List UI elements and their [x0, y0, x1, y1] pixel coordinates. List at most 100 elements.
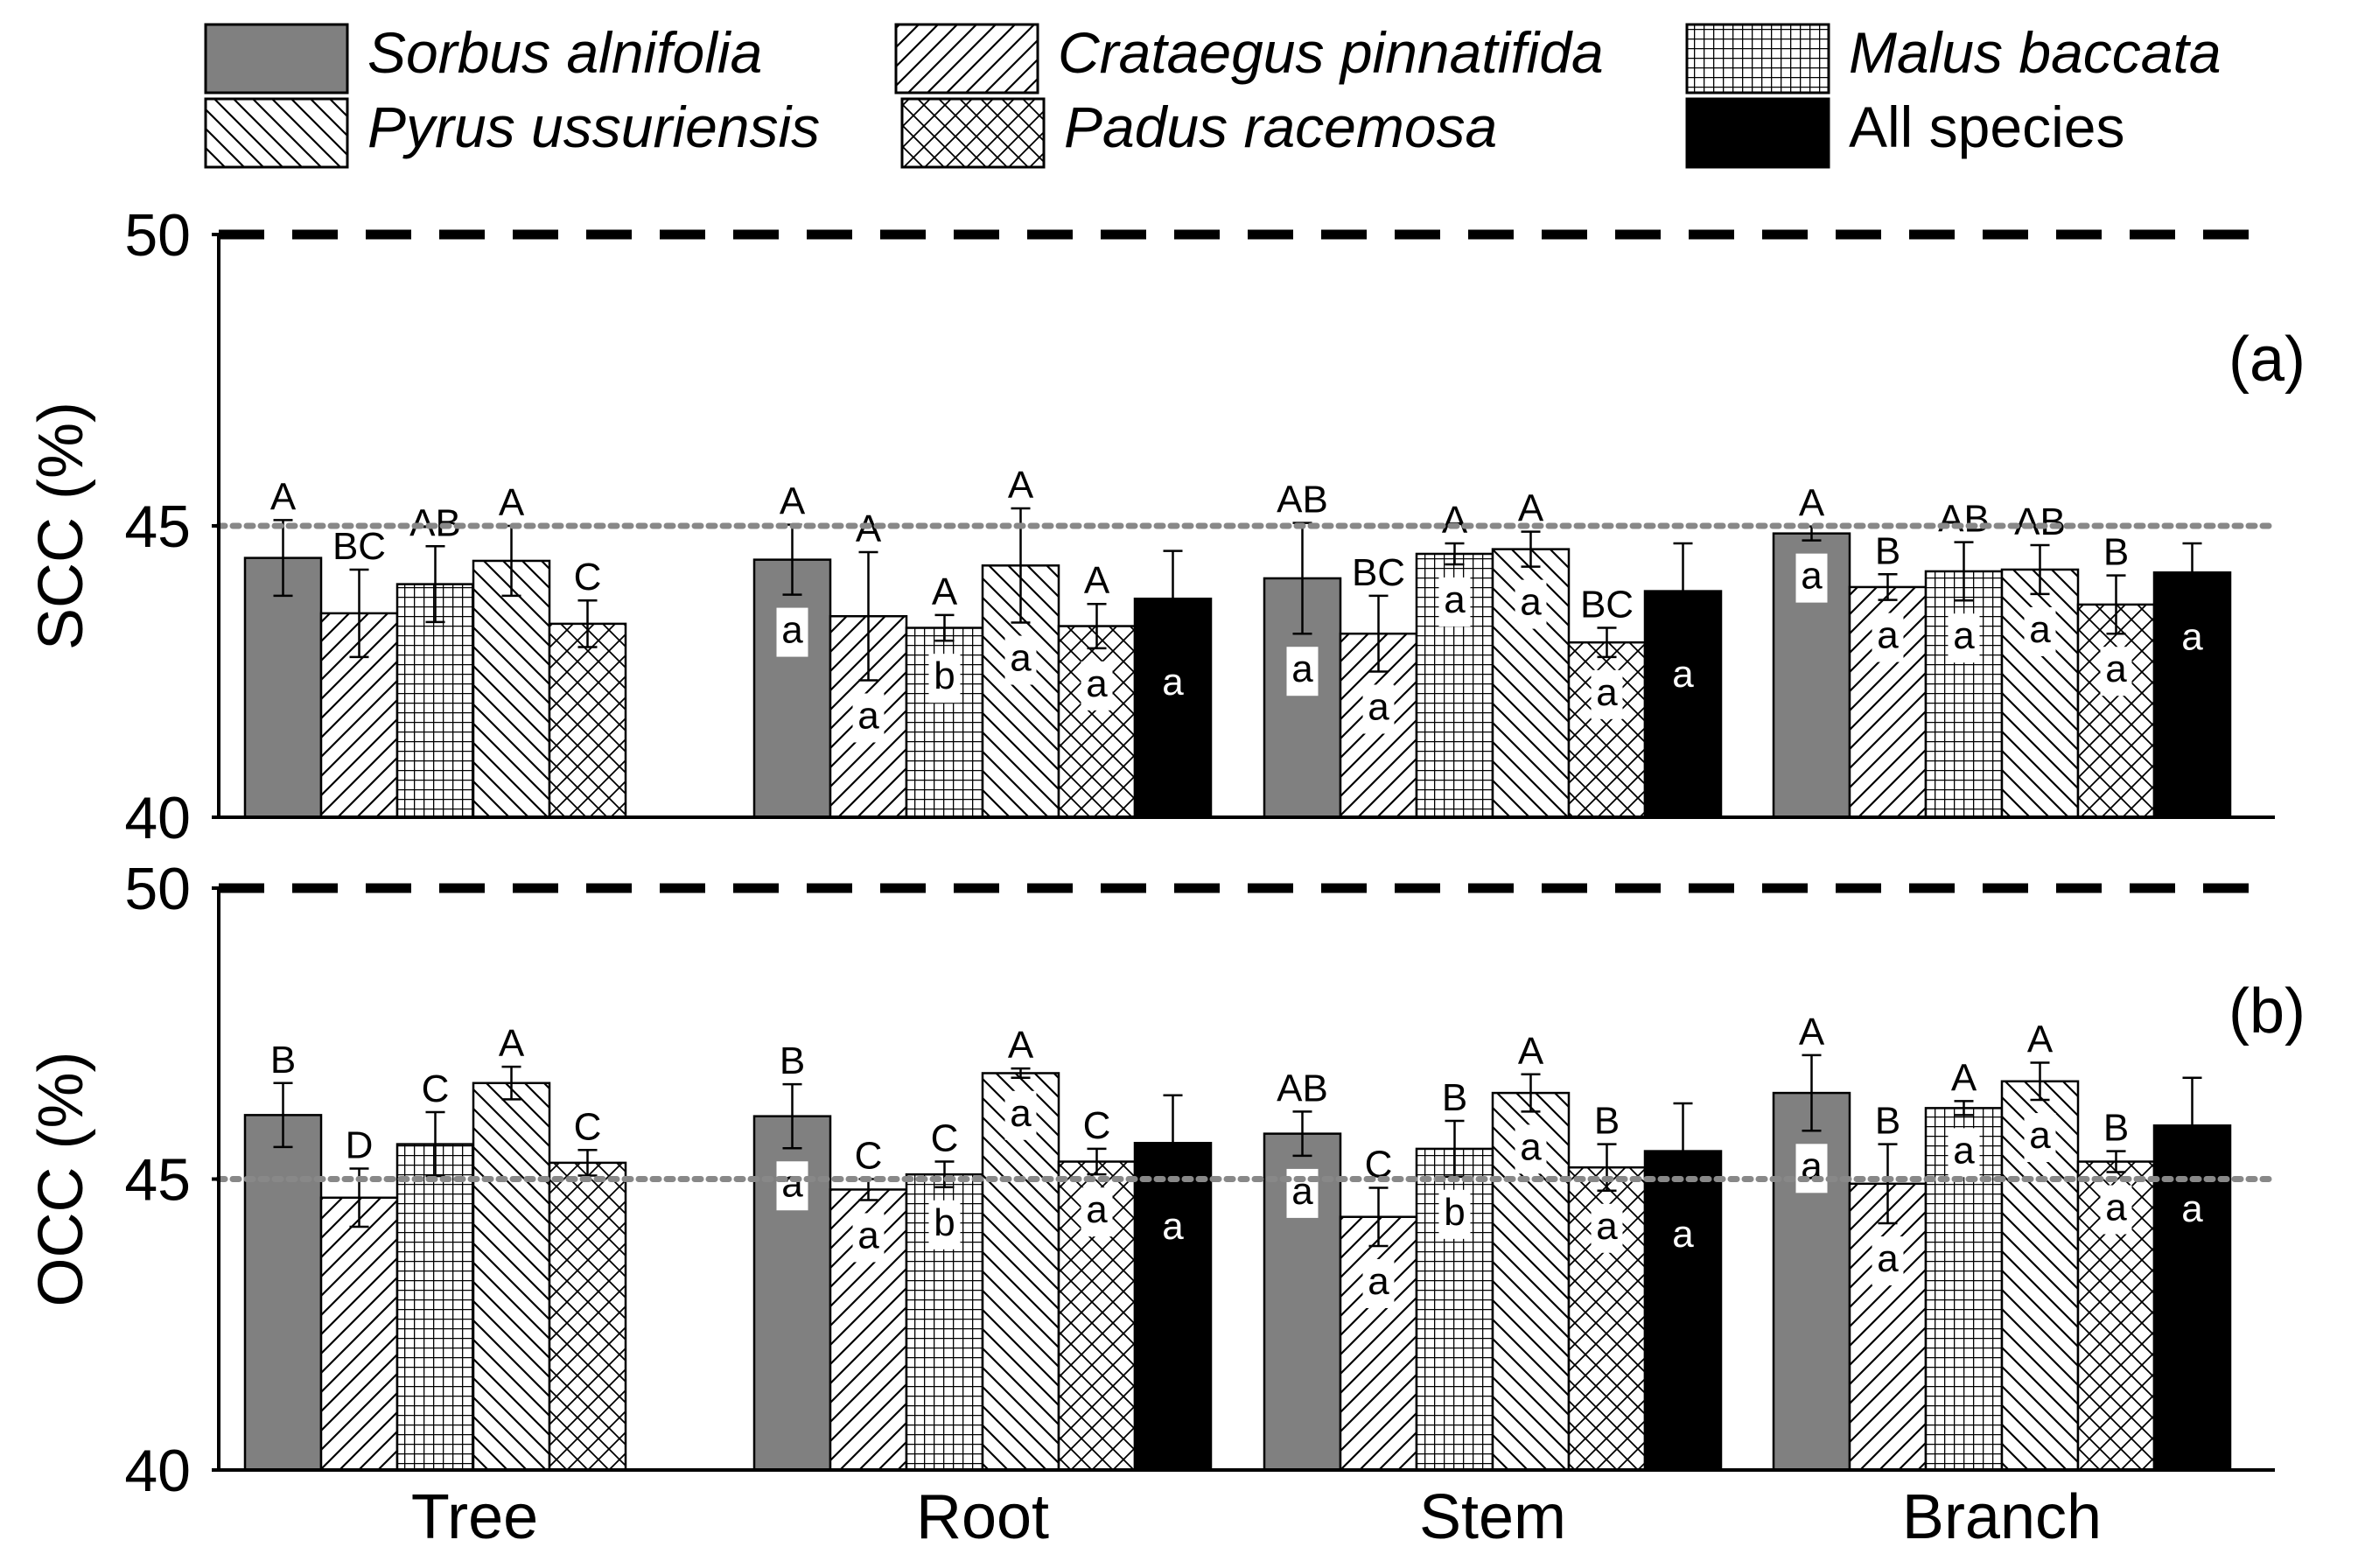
upper-letter: A: [1518, 487, 1544, 530]
inner-letter: a: [1157, 659, 1189, 709]
upper-letter: A: [1008, 464, 1034, 507]
upper-letter: A: [1799, 482, 1825, 525]
inner-letter: a: [2100, 647, 2132, 696]
inner-letter: b: [928, 654, 961, 704]
bar-crataegus-stem: Ca: [1339, 1143, 1418, 1472]
bar-sorbus-root: Aa: [752, 480, 832, 819]
inner-letter-text: a: [2105, 1186, 2127, 1229]
bar-rect: [548, 1161, 627, 1472]
inner-letter-text: a: [1672, 653, 1694, 696]
y-tick-label: 50: [124, 856, 191, 922]
inner-letter-text: a: [781, 609, 803, 652]
upper-letter: BC: [1580, 584, 1634, 626]
bar-pyrus-stem: Aa: [1491, 487, 1571, 819]
inner-letter-text: a: [1291, 648, 1313, 690]
bar-sorbus-root: Ba: [752, 1040, 832, 1472]
bar-rect: [1643, 1150, 1723, 1472]
bar-malus-stem: Aa: [1415, 499, 1494, 819]
bar-malus-branch: AB a: [1924, 498, 2004, 819]
legend-swatch: [1685, 23, 1830, 94]
y-tick-label: 45: [124, 494, 191, 560]
error-bar: [2030, 543, 2050, 596]
error-bar: [425, 545, 445, 624]
legend-item-malus: Malus baccata: [1685, 20, 2222, 94]
inner-letter: a: [1667, 1212, 1699, 1262]
error-bar: [2030, 1061, 2050, 1102]
error-bar: [1445, 542, 1465, 566]
legend-swatch: [204, 97, 349, 169]
inner-letter-text: a: [1162, 1205, 1184, 1248]
legend-label: Pyrus ussuriensis: [367, 94, 820, 159]
bar-all-root: a: [1133, 550, 1213, 819]
inner-letter: a: [2100, 1185, 2132, 1235]
error-bar: [1163, 1094, 1183, 1193]
upper-letter: C: [574, 1105, 602, 1148]
error-bar: [1878, 573, 1898, 601]
error-bar: [1087, 602, 1107, 650]
bar-all-branch: a: [2152, 1076, 2232, 1472]
bar-padus-branch: Ba: [2076, 531, 2156, 819]
legend-item-sorbus: Sorbus alnifolia: [204, 20, 762, 94]
inner-letter: a: [1515, 1124, 1547, 1174]
bar-sorbus-branch: Aa: [1772, 1011, 1851, 1472]
inner-letter: a: [1872, 612, 1904, 662]
inner-letter-text: b: [1444, 1191, 1465, 1234]
bar-malus-tree: AB: [395, 501, 475, 819]
inner-letter-text: a: [1086, 662, 1108, 705]
upper-letter: B: [1442, 1076, 1467, 1119]
error-bar: [1087, 1147, 1107, 1176]
bar-malus-stem: Bb: [1415, 1076, 1494, 1472]
bar-sorbus-tree: B: [243, 1039, 323, 1472]
bar-malus-root: Ab: [905, 570, 984, 819]
bar-padus-root: Ca: [1057, 1104, 1137, 1472]
upper-letter: A: [1442, 499, 1468, 542]
bar-rect: [1133, 1142, 1213, 1472]
inner-letter-text: a: [1877, 614, 1899, 657]
error-bar: [1878, 1143, 1898, 1225]
inner-letter-text: b: [934, 1201, 955, 1244]
error-bar: [273, 1082, 293, 1149]
inner-letter-text: a: [1596, 1205, 1618, 1248]
inner-letter: b: [928, 1200, 961, 1250]
y-tick-label: 45: [124, 1147, 191, 1214]
error-bar: [1292, 1110, 1312, 1158]
upper-letter: A: [1951, 1056, 1977, 1099]
upper-letter: B: [1594, 1100, 1620, 1143]
legend: Sorbus alnifolia Crataegus pinnatifida Mal…: [204, 20, 2222, 169]
error-bar: [1954, 1100, 1974, 1116]
error-bar: [1163, 550, 1183, 648]
inner-letter: b: [1438, 1189, 1471, 1239]
upper-letter: A: [932, 570, 958, 613]
bar-crataegus-stem: BC a: [1339, 551, 1418, 819]
inner-letter-text: a: [2105, 648, 2127, 690]
error-bar: [934, 613, 955, 642]
bar-pyrus-branch: Aa: [2000, 1018, 2080, 1472]
inner-letter-text: a: [1162, 661, 1184, 704]
bar-rect: [1848, 1182, 1928, 1472]
inner-letter-text: a: [1368, 686, 1389, 729]
y-axis-label: SCC (%): [26, 402, 96, 650]
legend-item-crataegus: Crataegus pinnatifida: [894, 20, 1604, 94]
upper-letter: B: [1875, 1100, 1900, 1143]
bar-padus-tree: C: [548, 1105, 627, 1472]
bar-crataegus-branch: Ba: [1848, 529, 1928, 819]
bar-rect: [2076, 603, 2156, 819]
inner-letter-text: a: [1444, 578, 1466, 621]
upper-letter: AB: [1938, 498, 1990, 541]
bar-pyrus-root: Aa: [981, 1024, 1060, 1472]
bar-padus-tree: C: [548, 556, 627, 819]
inner-letter-text: a: [1877, 1237, 1899, 1280]
bar-pyrus-branch: AB a: [2000, 500, 2080, 819]
upper-letter: A: [780, 480, 806, 523]
bar-rect: [243, 1114, 323, 1472]
inner-letter-text: a: [1368, 1260, 1389, 1303]
inner-letter-text: a: [2181, 616, 2203, 659]
inner-letter-text: a: [1010, 1092, 1032, 1135]
inner-letter-text: b: [934, 654, 955, 697]
bar-pyrus-tree: A: [472, 481, 551, 819]
inner-letter-text: a: [781, 1162, 803, 1205]
error-bar: [1954, 541, 1974, 602]
legend-label: Malus baccata: [1849, 20, 2222, 85]
